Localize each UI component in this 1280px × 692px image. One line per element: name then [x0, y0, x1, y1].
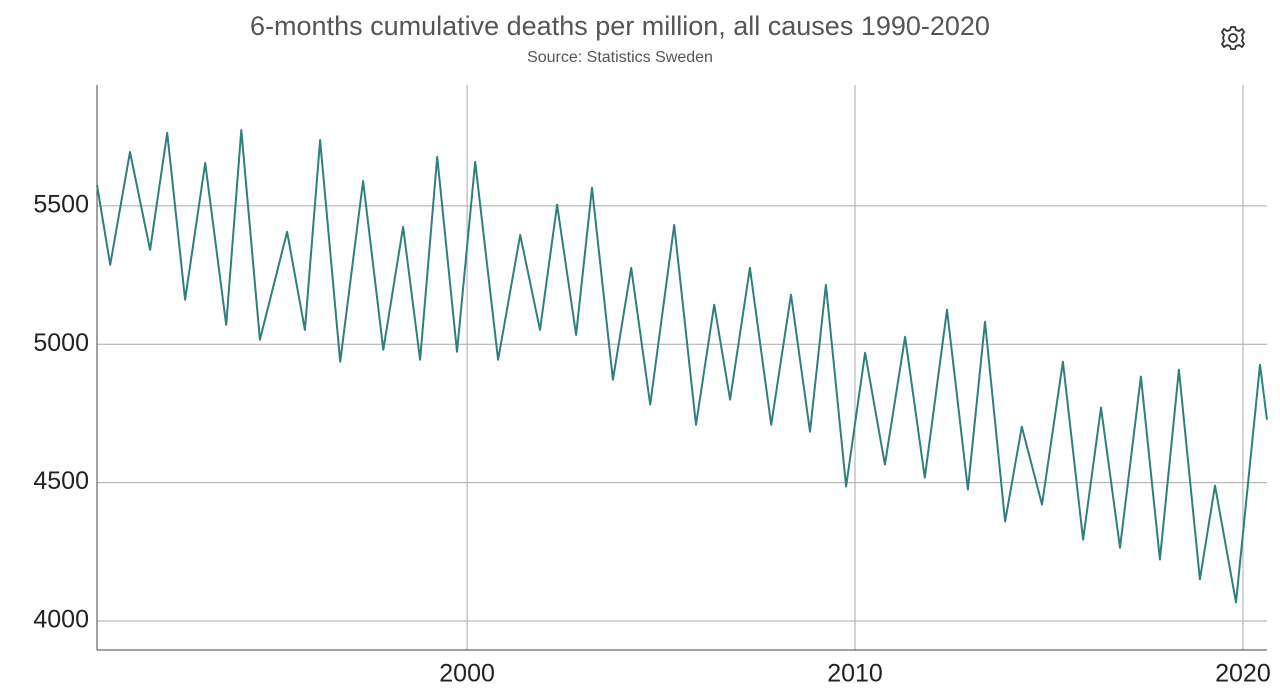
- data-line: [96, 129, 1268, 604]
- y-tick-label: 5500: [33, 191, 89, 219]
- x-tick-label: 2010: [827, 660, 883, 688]
- chart-subtitle: Source: Statistics Sweden: [527, 49, 713, 66]
- chart-title: 6-months cumulative deaths per million, …: [250, 11, 990, 41]
- settings-button[interactable]: [1220, 26, 1246, 50]
- y-tick-label: 4000: [33, 606, 89, 634]
- x-tick-label: 2020: [1215, 660, 1271, 688]
- y-tick-label: 5000: [33, 329, 89, 357]
- settings-icon-gear: [1220, 26, 1246, 50]
- x-tick-label: 2000: [439, 660, 495, 688]
- y-tick-label: 4500: [33, 467, 89, 495]
- settings-icon-center: [1228, 33, 1238, 43]
